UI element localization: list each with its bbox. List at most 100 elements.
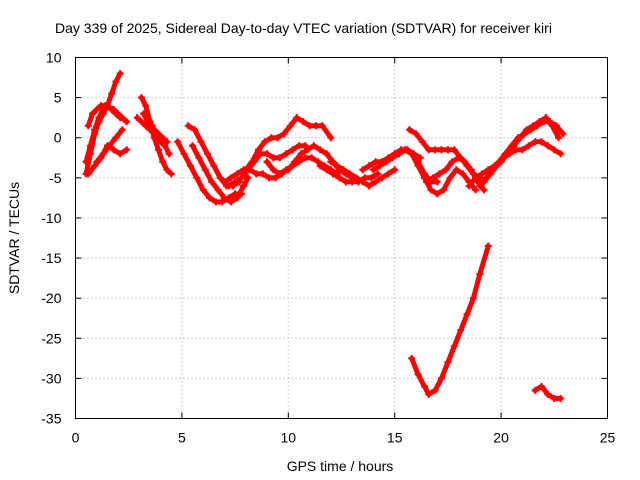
- data-point: [295, 142, 303, 150]
- data-point: [384, 170, 392, 178]
- data-point: [359, 166, 367, 174]
- data-point: [523, 126, 531, 134]
- data-point: [212, 198, 220, 206]
- data-point: [550, 394, 558, 402]
- data-point: [516, 134, 524, 142]
- data-point: [137, 94, 145, 102]
- data-point: [137, 118, 145, 126]
- data-point: [310, 142, 318, 150]
- data-point: [406, 126, 414, 134]
- data-point: [352, 174, 360, 182]
- data-point: [263, 158, 271, 166]
- data-point: [157, 138, 165, 146]
- data-point: [308, 154, 316, 162]
- data-point: [429, 174, 437, 182]
- data-point: [91, 126, 99, 134]
- data-point: [269, 154, 277, 162]
- data-point: [438, 374, 446, 382]
- data-point: [259, 170, 267, 178]
- data-point: [452, 166, 460, 174]
- data-point: [233, 194, 241, 202]
- data-point: [365, 182, 373, 190]
- data-point: [412, 130, 420, 138]
- data-point: [480, 178, 488, 186]
- data-point: [469, 294, 477, 302]
- data-point: [312, 122, 320, 130]
- data-point: [154, 130, 162, 138]
- axis-ticks: 0 5 10 15 20 25 10 5 0 -5 -10 -15 -20 -25 -30 -35: [41, 50, 615, 446]
- data-point: [476, 182, 484, 190]
- data-point: [327, 158, 335, 166]
- data-point: [272, 174, 280, 182]
- data-point: [414, 162, 422, 170]
- data-point: [165, 150, 173, 158]
- data-point: [150, 126, 158, 134]
- data-point: [463, 310, 471, 318]
- data-point: [282, 150, 290, 158]
- data-point: [450, 342, 458, 350]
- series-pass-3: [85, 103, 130, 129]
- x-tick-label: 25: [600, 430, 616, 446]
- data-point: [159, 134, 167, 142]
- data-point: [333, 162, 341, 170]
- data-point: [101, 102, 109, 110]
- data-point: [163, 166, 171, 174]
- data-point: [450, 146, 458, 154]
- data-point: [267, 134, 275, 142]
- data-point: [133, 114, 141, 122]
- data-point: [112, 78, 120, 86]
- data-point: [142, 122, 150, 130]
- data-point: [367, 174, 375, 182]
- data-point: [518, 146, 526, 154]
- data-point: [186, 162, 194, 170]
- data-point: [123, 118, 131, 126]
- series-pass-24: [409, 243, 491, 397]
- data-point: [244, 174, 252, 182]
- data-point: [206, 194, 214, 202]
- data-point: [461, 158, 469, 166]
- x-tick-label: 20: [493, 430, 509, 446]
- data-point: [408, 150, 416, 158]
- data-point: [529, 122, 537, 130]
- data-point: [372, 178, 380, 186]
- data-point: [316, 162, 324, 170]
- data-point: [154, 146, 162, 154]
- data-point: [448, 158, 456, 166]
- data-point: [427, 186, 435, 194]
- data-point: [557, 150, 565, 158]
- x-axis-title: GPS time / hours: [287, 458, 394, 474]
- data-point: [425, 390, 433, 398]
- data-point: [106, 103, 114, 111]
- data-point: [433, 178, 441, 186]
- data-point: [446, 174, 454, 182]
- data-point: [369, 166, 377, 174]
- data-point: [431, 146, 439, 154]
- data-point: [195, 154, 203, 162]
- data-point: [118, 126, 126, 134]
- data-point: [414, 370, 422, 378]
- data-point: [93, 106, 101, 114]
- data-point: [269, 166, 277, 174]
- y-tick-label: -5: [49, 170, 62, 186]
- data-point: [525, 142, 533, 150]
- data-point: [116, 150, 124, 158]
- data-point: [163, 138, 171, 146]
- plot-frame: [75, 57, 608, 419]
- data-point: [274, 134, 282, 142]
- data-point: [323, 166, 331, 174]
- data-point: [248, 158, 256, 166]
- data-point: [95, 114, 103, 122]
- y-tick-label: -10: [41, 210, 61, 226]
- data-point: [189, 142, 197, 150]
- data-point: [484, 166, 492, 174]
- y-tick-label: 10: [46, 50, 62, 66]
- data-point: [555, 134, 563, 142]
- data-point: [220, 194, 228, 202]
- data-point: [314, 158, 322, 166]
- data-point: [297, 150, 305, 158]
- x-tick-label: 15: [387, 430, 403, 446]
- y-tick-label: -15: [41, 250, 61, 266]
- data-point: [110, 146, 118, 154]
- data-point: [252, 170, 260, 178]
